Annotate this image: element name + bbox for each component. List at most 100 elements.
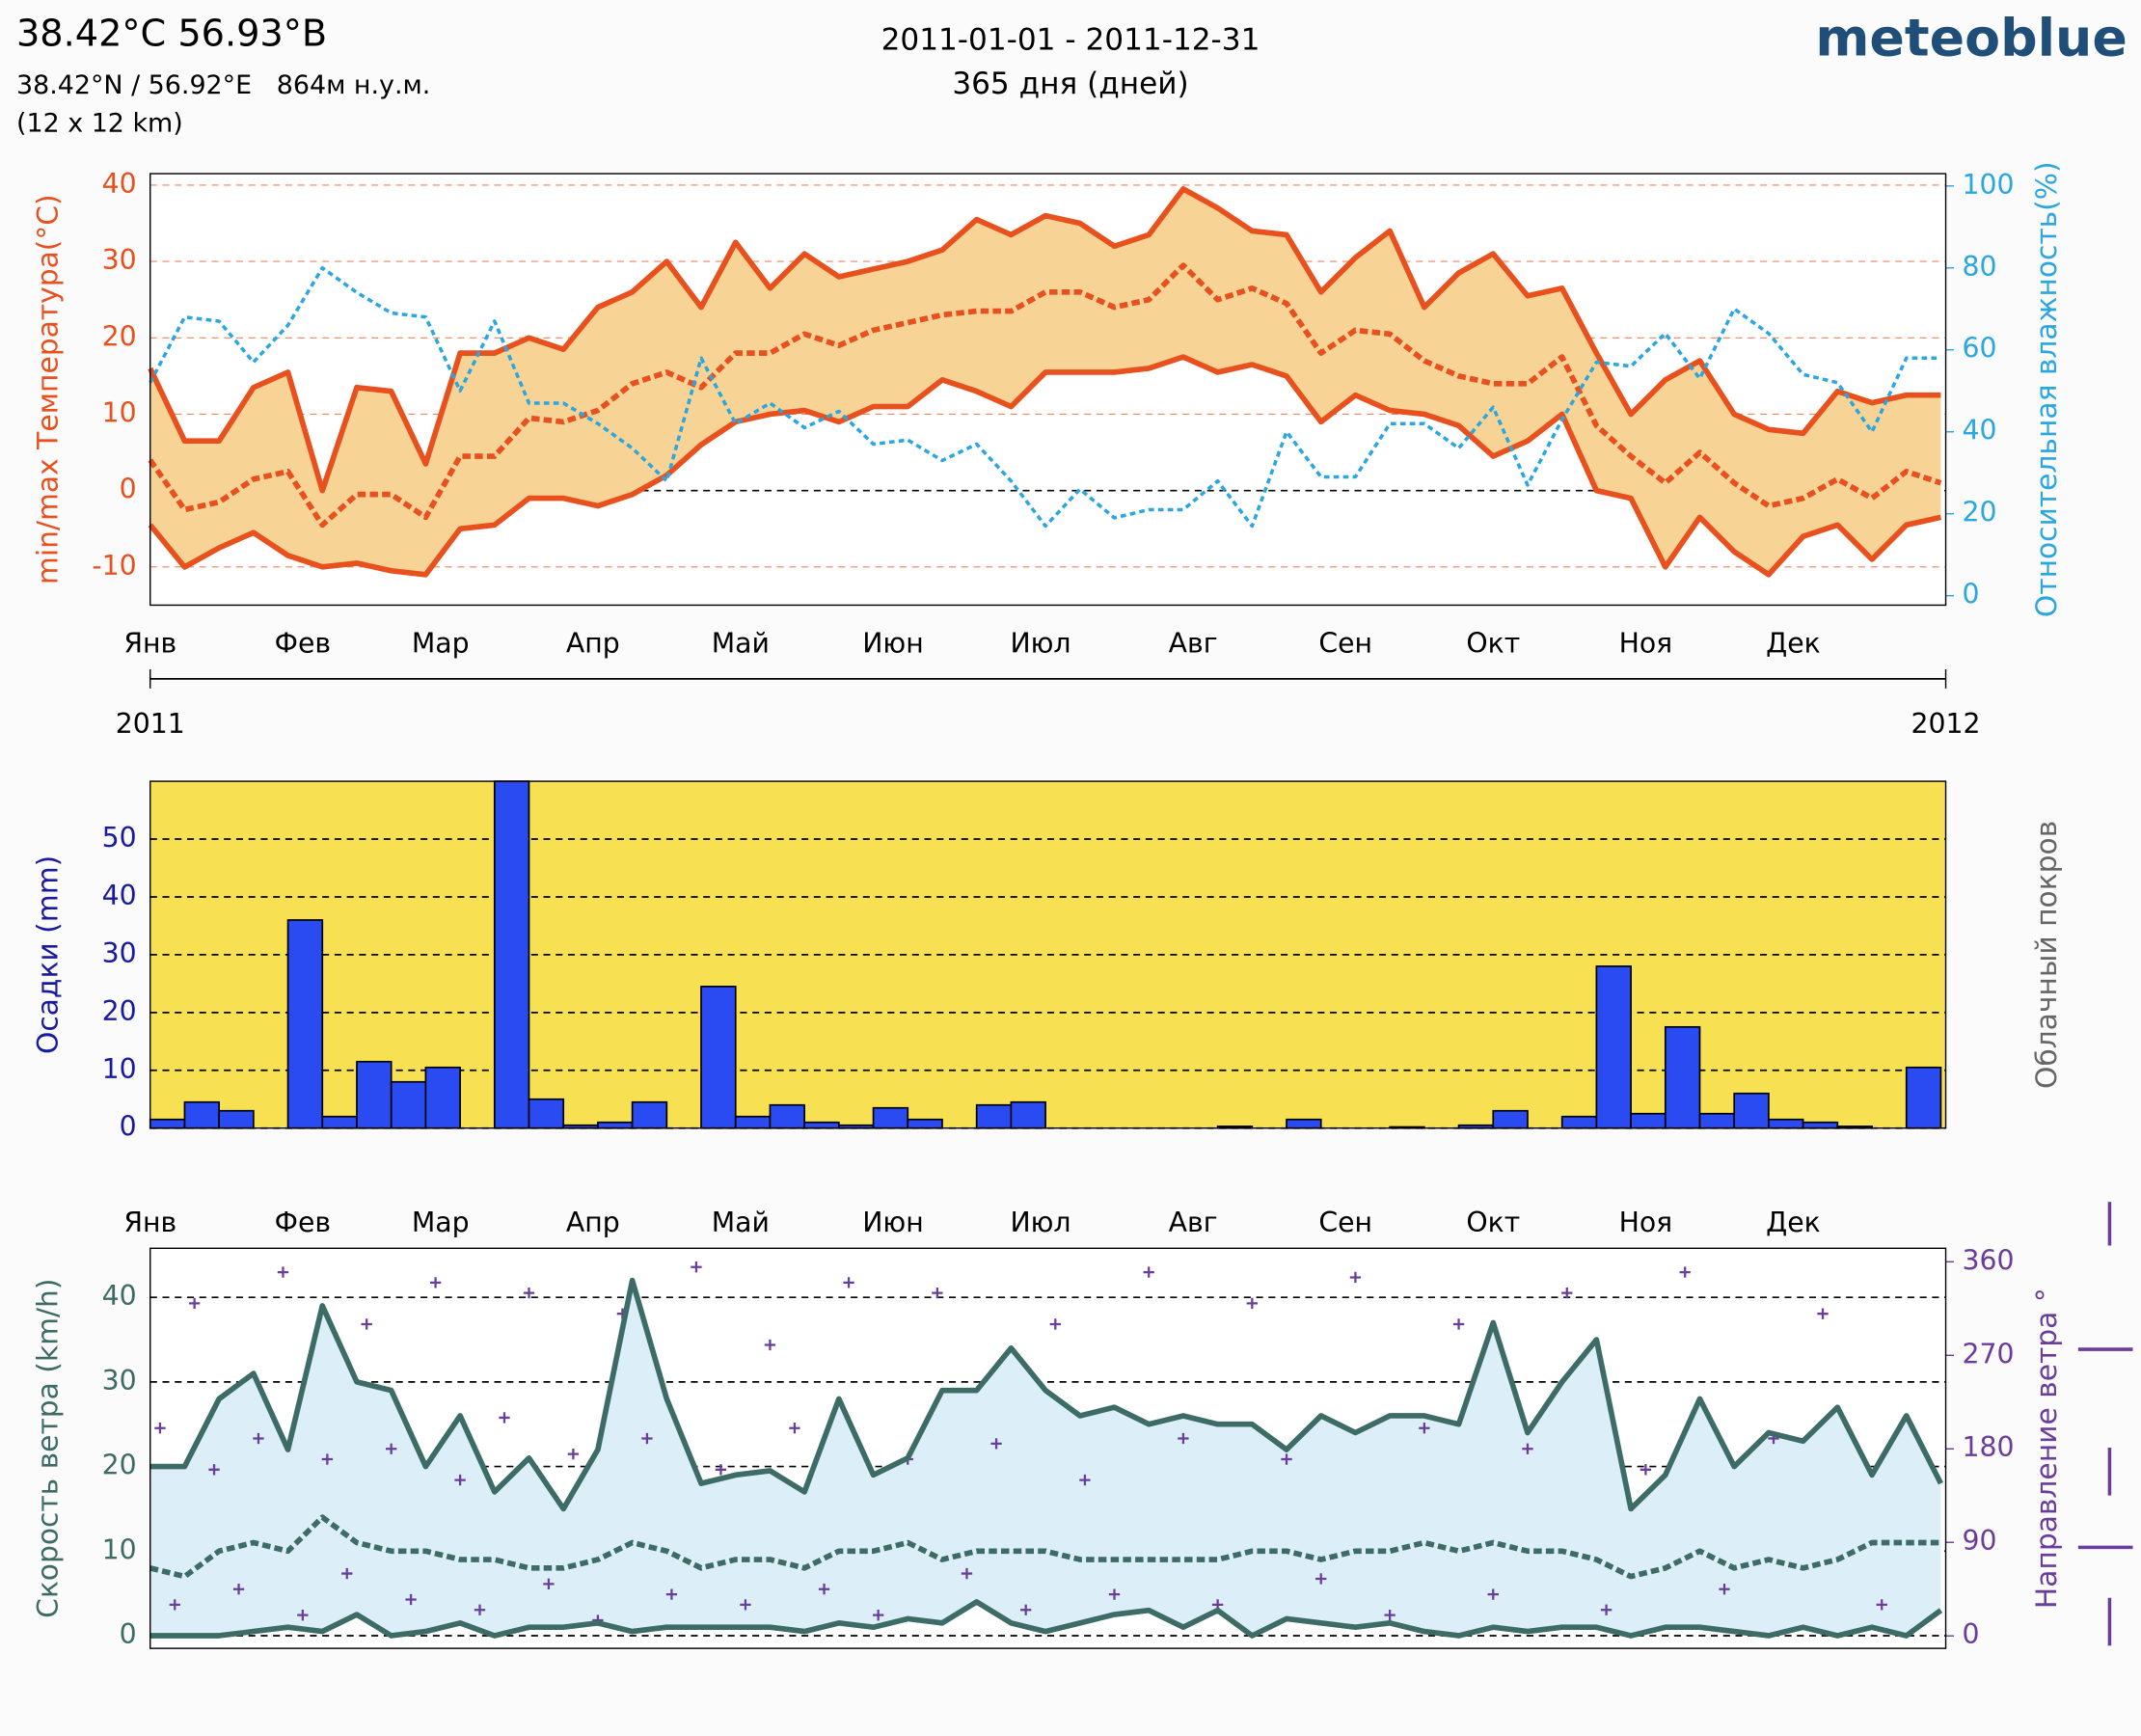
x-tick-label: Июн bbox=[862, 628, 924, 660]
bar bbox=[528, 1098, 565, 1129]
direction-arrows bbox=[2077, 1202, 2133, 1646]
y-tick-label: 10 bbox=[102, 396, 137, 428]
direction-point bbox=[1246, 1297, 1258, 1310]
y2-tick-label: 0 bbox=[1963, 1618, 1980, 1650]
direction-point bbox=[1315, 1573, 1327, 1585]
bar bbox=[803, 1121, 840, 1129]
direction-point bbox=[1561, 1287, 1573, 1299]
bar bbox=[1698, 1112, 1736, 1129]
direction-point bbox=[1143, 1266, 1154, 1278]
plot-frame bbox=[149, 780, 1947, 1129]
y-tick-label: 30 bbox=[102, 244, 137, 276]
x-tick-label: Окт bbox=[1466, 1207, 1520, 1238]
direction-point bbox=[523, 1287, 535, 1299]
direction-point bbox=[1452, 1318, 1465, 1330]
direction-point bbox=[1640, 1464, 1652, 1476]
direction-point bbox=[843, 1277, 854, 1288]
direction-point bbox=[691, 1261, 702, 1273]
bar bbox=[907, 1118, 943, 1129]
x-tick-label: Дек bbox=[1766, 628, 1821, 660]
bar bbox=[1905, 1066, 1942, 1129]
direction-point bbox=[499, 1412, 510, 1424]
x-tick-label: Янв bbox=[123, 1207, 176, 1238]
y2-tick-label: 180 bbox=[1963, 1431, 2015, 1463]
bar bbox=[1768, 1118, 1804, 1129]
bar bbox=[872, 1106, 909, 1129]
title: 38.42°C 56.93°B bbox=[16, 14, 327, 56]
direction-point bbox=[1817, 1308, 1829, 1319]
y-tick-label: 30 bbox=[102, 937, 137, 969]
direction-point bbox=[341, 1567, 353, 1580]
bar bbox=[700, 986, 737, 1129]
series-line bbox=[148, 354, 1942, 578]
x-tick-label: Апр bbox=[566, 1207, 620, 1238]
y2-tick-label: 0 bbox=[1963, 579, 1980, 610]
y2-tick-label: 40 bbox=[1963, 415, 1997, 447]
bar bbox=[424, 1066, 461, 1129]
bar bbox=[218, 1109, 255, 1129]
plot-frame bbox=[149, 173, 1947, 607]
x-tick-label: Май bbox=[712, 628, 770, 660]
x-tick-label: Июл bbox=[1010, 1207, 1070, 1238]
y-axis-label: Скорость ветра (km/h) bbox=[31, 1279, 65, 1618]
direction-point bbox=[188, 1297, 201, 1310]
direction-point bbox=[740, 1599, 751, 1611]
direction-point bbox=[1419, 1423, 1430, 1434]
direction-point bbox=[1522, 1443, 1533, 1454]
x-tick-label: Июн bbox=[862, 1207, 924, 1238]
y-tick-label: 40 bbox=[102, 168, 137, 200]
series-line bbox=[149, 1599, 1943, 1639]
bar bbox=[149, 1118, 186, 1129]
direction-point bbox=[1679, 1266, 1691, 1278]
x-tick-label: Мар bbox=[412, 1207, 470, 1238]
y-tick-label: 50 bbox=[102, 822, 137, 854]
series-line bbox=[149, 1514, 1941, 1580]
direction-point bbox=[1487, 1588, 1499, 1600]
y-tick-label: 20 bbox=[102, 320, 137, 352]
direction-point bbox=[253, 1432, 264, 1445]
direction-point bbox=[1876, 1599, 1887, 1611]
x-tick-label: Сен bbox=[1318, 1207, 1372, 1238]
y2-tick-label: 20 bbox=[1963, 497, 1997, 529]
direction-point bbox=[567, 1448, 580, 1460]
x-tick-label: Окт bbox=[1466, 628, 1520, 660]
direction-point bbox=[1049, 1318, 1061, 1330]
direction-point bbox=[932, 1287, 943, 1299]
direction-point bbox=[232, 1584, 245, 1595]
x-tick-label: Июл bbox=[1010, 628, 1070, 660]
year-label: 2012 bbox=[1911, 708, 1981, 740]
y-tick-label: 0 bbox=[120, 474, 137, 505]
bar bbox=[631, 1100, 668, 1129]
direction-point bbox=[990, 1438, 1002, 1450]
y2-tick-label: 100 bbox=[1963, 169, 2015, 201]
direction-point bbox=[386, 1443, 397, 1454]
x-tick-label: Дек bbox=[1766, 1207, 1821, 1238]
direction-point bbox=[1349, 1271, 1362, 1284]
y2-axis-label: Облачный покров bbox=[2030, 821, 2064, 1089]
bar bbox=[493, 780, 530, 1129]
bar bbox=[1286, 1118, 1322, 1129]
x-tick-label: Фев bbox=[275, 628, 331, 660]
direction-point bbox=[1178, 1432, 1189, 1445]
direction-point bbox=[321, 1453, 334, 1465]
y2-axis-label: Направление ветра ° bbox=[2030, 1288, 2064, 1609]
period: 2011-01-01 - 2011-12-31 bbox=[881, 23, 1260, 58]
bar bbox=[356, 1060, 393, 1129]
bar bbox=[1492, 1109, 1529, 1129]
x-tick-label: Авг bbox=[1169, 628, 1218, 660]
direction-point bbox=[543, 1578, 555, 1590]
y-tick-label: 10 bbox=[102, 1053, 137, 1085]
y2-axis-label: Относительная влажность(%) bbox=[2030, 161, 2064, 617]
direction-point bbox=[641, 1432, 653, 1445]
grid-size: (12 x 12 km) bbox=[16, 109, 183, 139]
direction-point bbox=[277, 1266, 289, 1278]
direction-point bbox=[297, 1610, 309, 1621]
range-band bbox=[149, 188, 1941, 575]
bar bbox=[769, 1103, 805, 1129]
y-tick-label: 0 bbox=[120, 1618, 137, 1650]
x-tick-label: Сен bbox=[1318, 628, 1372, 660]
direction-point bbox=[454, 1474, 466, 1486]
bar bbox=[321, 1115, 358, 1129]
series-line bbox=[148, 186, 1941, 494]
